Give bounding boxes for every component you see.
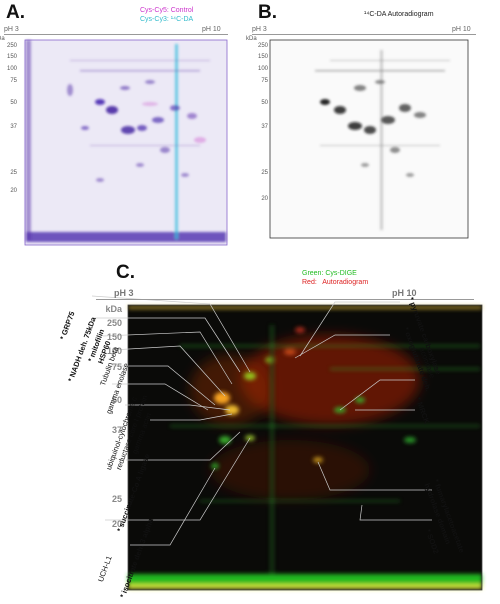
panel-c-mw-25: 25 [111,494,122,504]
panel-b-ph-right: pH 10 [452,26,471,33]
panel-c-mw-unit: kDa [105,304,122,314]
label-sod2: * SOD2 [423,528,441,555]
panel-a-mw-unit: kDa [0,36,5,42]
label-uch-l1: UCH-L1 [96,554,114,584]
panel-c-letter: C. [116,262,135,283]
panel-b-mw-75: 75 [261,78,268,84]
panel-c-legend-green: Green: Cys-DIGE [302,270,357,277]
panel-b-title: ¹⁴C-DA Autoradiogram [364,11,434,18]
panel-c-mw-150: 150 [106,332,122,342]
panel-c-mw-37: 37 [111,425,122,435]
panel-c-ph-right: pH 10 [392,288,417,298]
panel-a-mw-25: 25 [10,170,17,176]
panel-b-ph-arrow [252,34,476,35]
panel-a-legend-control: Cys-Cy5: Control [140,7,194,14]
panel-c-mw-75: 75 [111,362,122,372]
panel-c-mw-20: 20 [111,519,122,529]
label-grp75: * GRP75 [58,310,77,342]
panel-a-letter: A. [6,2,25,23]
panel-a-legend-da: Cys-Cy3: ¹⁴C-DA [140,16,194,23]
panel-a-mw-20: 20 [10,188,17,194]
panel-b-mw-250: 250 [257,43,268,49]
panel-b-mw-50: 50 [261,100,268,106]
panel-c-ph-left: pH 3 [114,288,134,298]
panel-a-mw-150: 150 [6,54,17,60]
panel-c-mw-100: 100 [106,346,122,356]
panel-b-mw-20: 20 [261,196,268,202]
panel-a-ph-left: pH 3 [4,26,19,33]
panel-b-ph-left: pH 3 [252,26,267,33]
panel-b-mw-150: 150 [257,54,268,60]
panel-b-mw-100: 100 [257,66,268,72]
panel-a-mw-75: 75 [10,78,17,84]
panel-a-ph-arrow [4,34,228,35]
panel-a-ph-right: pH 10 [202,26,221,33]
panel-a-mw-37: 37 [10,124,17,130]
panel-b-letter: B. [258,2,277,23]
panel-c-mw-50: 50 [111,395,122,405]
label-mrck: * MRCK [413,396,432,425]
panel-a-mw-250: 250 [6,43,17,49]
panel-a-mw-50: 50 [10,100,17,106]
panel-c-legend-red: Red: Autoradiogram [302,279,369,286]
panel-b-mw-unit: kDa [246,36,257,42]
panel-a-mw-100: 100 [6,66,17,72]
panel-c-mw-250: 250 [106,318,122,328]
panel-b-mw-37: 37 [261,124,268,130]
panel-c-ph-arrow [96,299,474,300]
panel-b-mw-25: 25 [261,170,268,176]
